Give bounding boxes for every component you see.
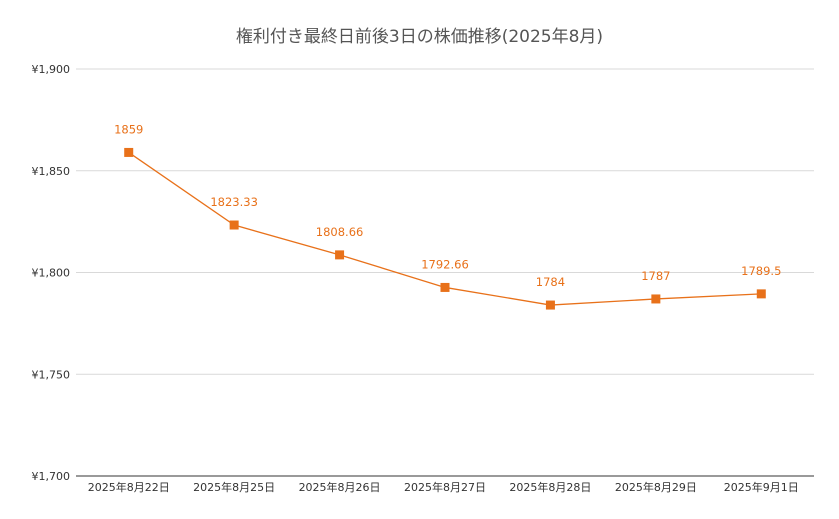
data-label: 1792.66 (421, 257, 469, 271)
data-point (651, 294, 661, 304)
data-point (756, 289, 766, 299)
x-tick-label: 2025年9月1日 (724, 480, 799, 494)
data-point (335, 250, 345, 260)
data-label: 1789.5 (741, 264, 781, 278)
data-label: 1859 (114, 122, 143, 136)
y-tick-label: ¥1,700 (32, 470, 71, 483)
data-label: 1787 (641, 269, 670, 283)
y-tick-label: ¥1,900 (32, 63, 71, 76)
x-tick-label: 2025年8月27日 (404, 480, 486, 494)
data-point (229, 220, 239, 230)
x-tick-label: 2025年8月28日 (509, 480, 591, 494)
x-tick-label: 2025年8月25日 (193, 480, 275, 494)
y-tick-label: ¥1,850 (32, 165, 71, 178)
chart-title: 権利付き最終日前後3日の株価推移(2025年8月) (235, 27, 604, 47)
x-tick-label: 2025年8月29日 (615, 480, 697, 494)
data-point (545, 300, 555, 310)
data-label: 1823.33 (210, 195, 258, 209)
x-tick-label: 2025年8月26日 (299, 480, 381, 494)
y-tick-label: ¥1,800 (32, 267, 71, 280)
y-tick-label: ¥1,750 (32, 368, 71, 381)
data-point (440, 282, 450, 292)
data-label: 1808.66 (316, 225, 364, 239)
x-tick-label: 2025年8月22日 (88, 480, 170, 494)
data-label: 1784 (536, 275, 565, 289)
data-point (124, 147, 134, 157)
